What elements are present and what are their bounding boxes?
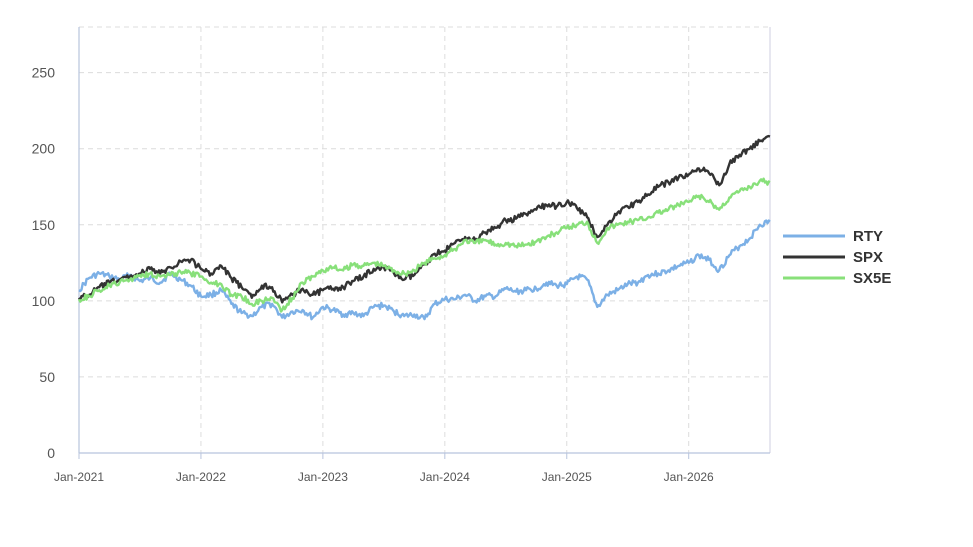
y-tick-label: 250 xyxy=(32,65,56,81)
series-lines xyxy=(77,134,771,321)
legend: RTY SPX SX5E xyxy=(783,228,891,287)
x-tick-label: Jan-2021 xyxy=(54,470,104,484)
legend-label-rty: RTY xyxy=(853,228,883,245)
y-tick-label: 200 xyxy=(32,141,56,157)
y-tick-label: 100 xyxy=(32,293,56,309)
x-tick-label: Jan-2022 xyxy=(176,470,226,484)
legend-label-sx5e: SX5E xyxy=(853,270,891,287)
y-tick-label: 50 xyxy=(39,369,55,385)
y-tick-label: 0 xyxy=(47,445,55,461)
series-line-rty xyxy=(78,219,771,321)
series-line-spx xyxy=(77,134,771,304)
x-tick-label: Jan-2023 xyxy=(298,470,348,484)
x-tick-label: Jan-2026 xyxy=(664,470,714,484)
series-line-sx5e xyxy=(77,177,771,313)
x-tick-label: Jan-2024 xyxy=(420,470,470,484)
axes: 0 50 100 150 200 250 Jan-2021 Jan-2022 Jan-2023 J… xyxy=(32,27,770,484)
legend-label-spx: SPX xyxy=(853,249,883,266)
x-tick-label: Jan-2025 xyxy=(542,470,592,484)
y-tick-label: 150 xyxy=(32,217,56,233)
grid-lines xyxy=(79,26,771,453)
